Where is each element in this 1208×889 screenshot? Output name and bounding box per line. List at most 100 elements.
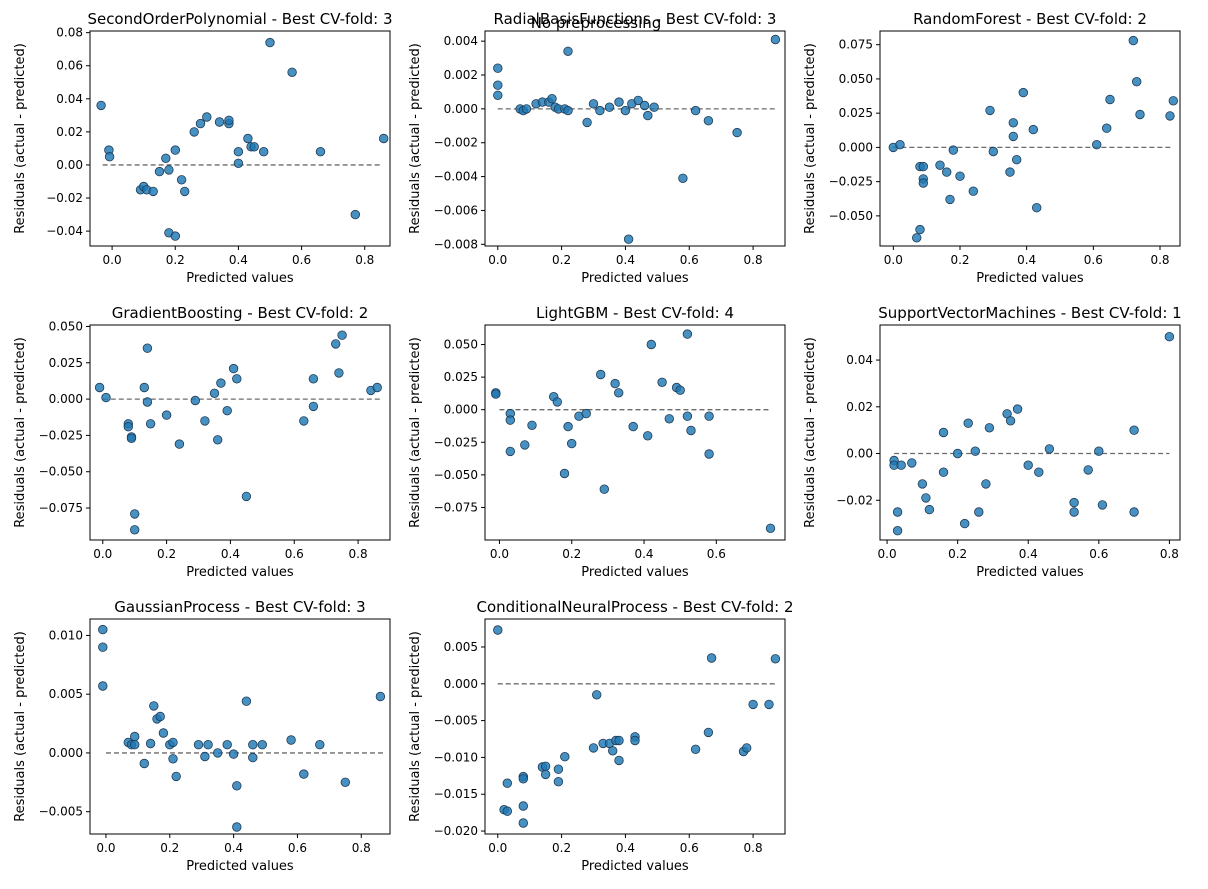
- y-tick-label: −0.050: [434, 468, 478, 482]
- x-tick-label: 0.4: [224, 841, 243, 855]
- y-tick-label: 0.02: [56, 125, 83, 139]
- axes-frame: [89, 618, 391, 835]
- data-point: [98, 642, 108, 652]
- y-tick-label: 0.004: [444, 34, 478, 48]
- data-point: [917, 479, 928, 489]
- data-point: [493, 80, 503, 90]
- x-axis-label: Predicted values: [581, 859, 689, 874]
- data-point: [968, 186, 979, 196]
- y-tick-label: 0.000: [49, 746, 83, 760]
- data-point: [765, 523, 776, 534]
- x-tick-label: 0.0: [93, 547, 112, 561]
- data-point: [372, 382, 382, 393]
- x-tick-label: 0.0: [884, 253, 903, 267]
- data-point: [657, 377, 667, 388]
- data-point: [259, 146, 269, 157]
- data-point: [248, 752, 258, 763]
- x-tick-label: 0.6: [680, 253, 699, 267]
- data-point: [1044, 444, 1055, 454]
- data-point: [742, 743, 752, 753]
- x-tick-label: 0.8: [744, 253, 763, 267]
- y-tick-label: −0.010: [434, 750, 478, 764]
- data-point: [623, 234, 634, 244]
- x-tick-label: 0.0: [878, 547, 897, 561]
- data-point: [552, 397, 563, 407]
- x-axis-label: Predicted values: [976, 271, 1084, 286]
- y-tick-label: 0.025: [49, 356, 83, 370]
- y-tick-label: 0.00: [56, 158, 83, 172]
- data-point: [232, 781, 242, 791]
- data-point: [299, 769, 309, 779]
- data-point: [732, 127, 742, 138]
- data-point: [703, 727, 714, 738]
- data-point: [200, 751, 210, 762]
- data-point: [1069, 497, 1079, 508]
- data-point: [493, 63, 503, 73]
- data-point: [493, 90, 503, 101]
- data-point: [195, 118, 206, 129]
- x-tick-label: 0.8: [744, 841, 763, 855]
- data-point: [918, 161, 929, 172]
- y-tick-label: 0.050: [49, 319, 83, 333]
- data-point: [98, 624, 108, 635]
- data-point: [228, 363, 239, 374]
- x-tick-label: 0.2: [157, 547, 176, 561]
- data-point: [94, 382, 105, 393]
- x-tick-label: 0.2: [166, 253, 185, 267]
- subplot-3: RandomForest - Best CV-fold: 2 0.0 0.2 0.4 0…: [803, 10, 1181, 286]
- data-point: [158, 728, 169, 738]
- y-tick-label: 0.000: [839, 140, 873, 154]
- data-point: [643, 431, 653, 441]
- data-point: [505, 415, 516, 425]
- subplot-1: SecondOrderPolynomial - Best CV-fold: 3 0…: [13, 10, 393, 286]
- x-axis-label: Predicted values: [186, 271, 294, 286]
- data-point: [222, 740, 232, 750]
- data-point: [101, 392, 111, 403]
- data-point: [559, 468, 570, 479]
- data-point: [895, 139, 905, 150]
- data-point: [984, 423, 995, 433]
- axes-frame: [879, 30, 1181, 247]
- subplot-8: ConditionalNeuralProcess - Best CV-fold:…: [408, 598, 794, 874]
- data-point: [179, 186, 190, 197]
- data-point: [649, 102, 659, 112]
- data-point: [985, 105, 995, 116]
- data-point: [521, 104, 532, 114]
- subplot-title: LightGBM - Best CV-fold: 4: [536, 304, 734, 322]
- data-point: [123, 422, 134, 432]
- x-tick-label: 0.6: [1089, 547, 1108, 561]
- subplot-2: RadialBasisFunctions - Best CV-fold: 3 0.…: [408, 10, 786, 286]
- subplot-title: RandomForest - Best CV-fold: 2: [913, 10, 1147, 28]
- data-point: [963, 418, 973, 428]
- data-point: [1105, 94, 1115, 105]
- data-point: [630, 735, 640, 746]
- axes-frame: [89, 30, 391, 247]
- axes-frame: [89, 324, 391, 541]
- y-tick-label: −0.050: [39, 465, 83, 479]
- data-point: [104, 151, 115, 162]
- data-point: [202, 112, 212, 122]
- y-tick-label: 0.005: [49, 687, 83, 701]
- x-tick-label: 0.4: [616, 841, 635, 855]
- y-tick-label: 0.00: [846, 447, 873, 461]
- data-point: [214, 117, 225, 127]
- y-axis-label: Residuals (actual - predicted): [803, 43, 818, 234]
- data-point: [1135, 109, 1145, 120]
- data-point: [1023, 460, 1033, 470]
- data-point: [527, 420, 537, 431]
- subplot-title: GradientBoosting - Best CV-fold: 2: [112, 304, 369, 322]
- data-point: [243, 133, 253, 144]
- y-tick-label: 0.000: [444, 677, 478, 691]
- data-point: [974, 507, 984, 517]
- data-point: [682, 411, 693, 421]
- subplot-title: GaussianProcess - Best CV-fold: 3: [114, 598, 365, 616]
- data-point: [189, 127, 199, 137]
- subplot-title: SupportVectorMachines - Best CV-fold: 1: [878, 304, 1181, 322]
- x-tick-label: 0.6: [707, 547, 726, 561]
- data-point: [706, 653, 717, 663]
- data-point: [232, 822, 242, 832]
- data-point: [918, 178, 929, 188]
- y-tick-label: −0.008: [434, 237, 478, 251]
- data-point: [938, 467, 949, 477]
- data-point: [148, 186, 158, 197]
